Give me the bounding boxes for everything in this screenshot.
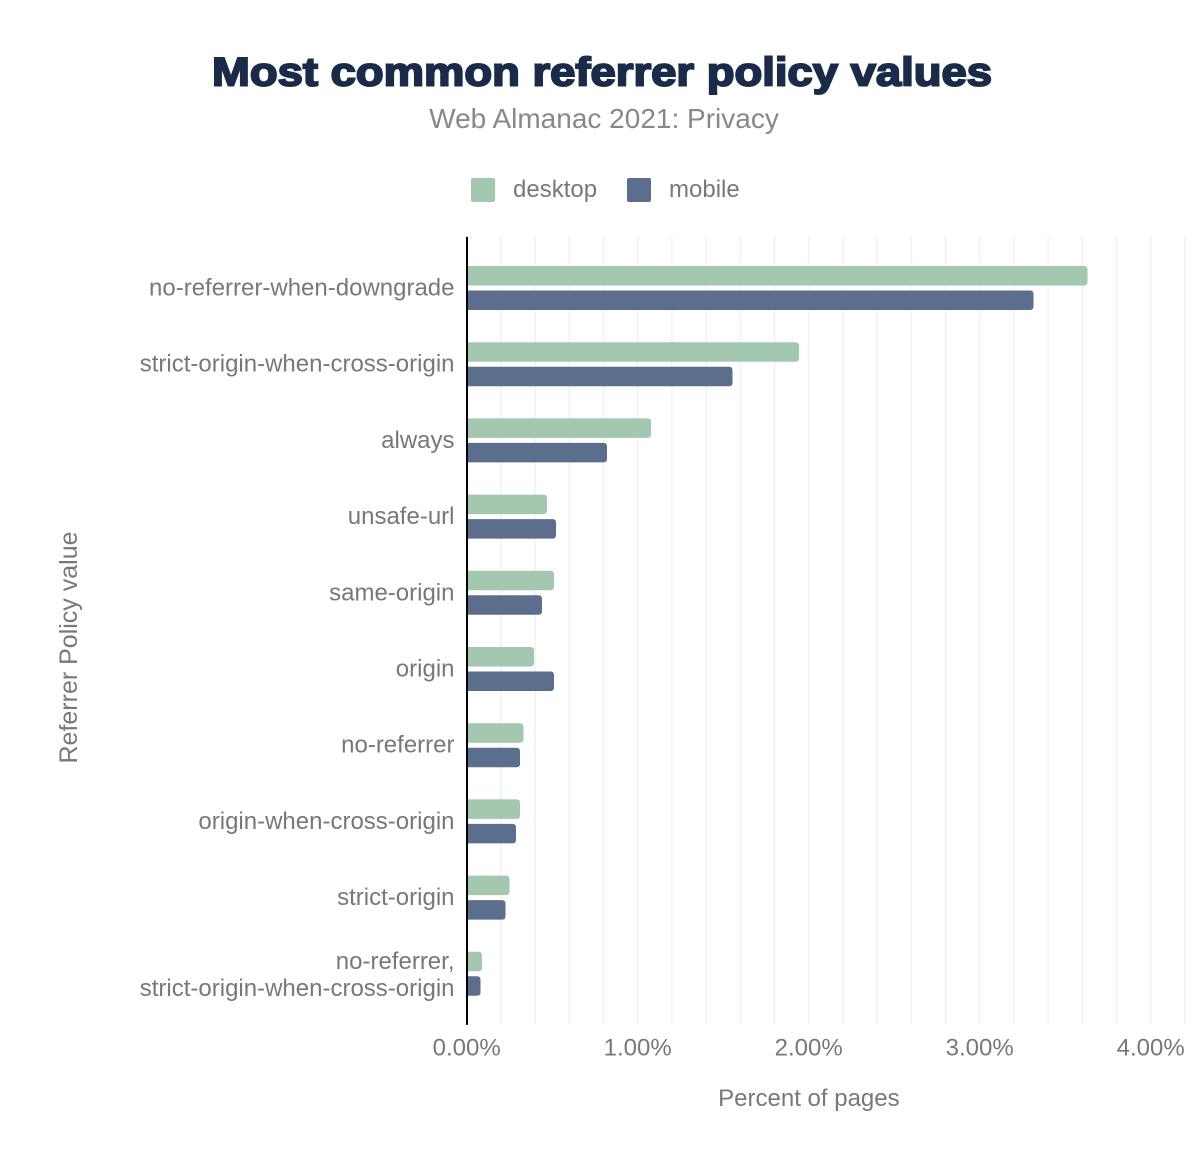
svg-text:strict-origin: strict-origin — [337, 884, 454, 911]
svg-text:no-referrer-when-downgrade: no-referrer-when-downgrade — [149, 275, 454, 302]
svg-text:origin: origin — [396, 656, 455, 683]
svg-text:3.00%: 3.00% — [946, 1035, 1014, 1062]
svg-text:strict-origin-when-cross-origi: strict-origin-when-cross-origin — [140, 975, 455, 1002]
svg-text:Most common referrer policy va: Most common referrer policy values — [212, 51, 992, 95]
svg-text:unsafe-url: unsafe-url — [348, 503, 455, 530]
svg-text:Referrer Policy value: Referrer Policy value — [55, 531, 83, 763]
svg-text:Percent of pages: Percent of pages — [718, 1085, 899, 1112]
svg-text:Web Almanac 2021: Privacy: Web Almanac 2021: Privacy — [429, 103, 779, 134]
svg-text:0.00%: 0.00% — [433, 1035, 501, 1062]
svg-text:origin-when-cross-origin: origin-when-cross-origin — [198, 808, 454, 835]
svg-text:mobile: mobile — [669, 176, 740, 203]
svg-text:same-origin: same-origin — [329, 579, 454, 606]
svg-text:no-referrer: no-referrer — [341, 732, 454, 759]
svg-text:always: always — [381, 427, 454, 454]
svg-text:strict-origin-when-cross-origi: strict-origin-when-cross-origin — [140, 351, 455, 378]
svg-text:desktop: desktop — [513, 176, 597, 203]
svg-text:no-referrer,: no-referrer, — [336, 948, 455, 975]
svg-text:1.00%: 1.00% — [604, 1035, 672, 1062]
svg-text:4.00%: 4.00% — [1117, 1035, 1185, 1062]
svg-text:2.00%: 2.00% — [775, 1035, 843, 1062]
